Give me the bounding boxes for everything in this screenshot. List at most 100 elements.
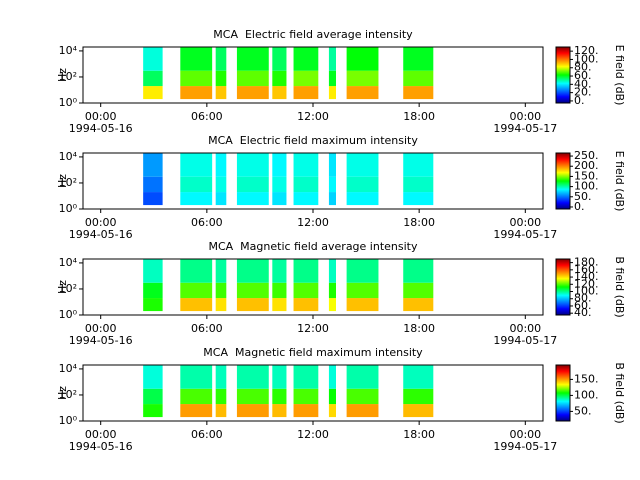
colorbar-frame bbox=[555, 46, 571, 104]
colorbar-label: E field (dB) bbox=[613, 45, 626, 106]
x-tick-label: 00:00 bbox=[85, 216, 117, 229]
spectrogram-cell bbox=[143, 176, 163, 193]
spectrogram-cell bbox=[346, 86, 379, 100]
colorbar-tick-label: 150. bbox=[574, 169, 599, 182]
y-tick-label: 10⁴ bbox=[59, 362, 78, 375]
spectrogram-cell bbox=[143, 404, 163, 418]
spectrogram-cell bbox=[403, 282, 434, 299]
x-tick-label: 18:00 bbox=[403, 322, 435, 335]
x-tick-label: 00:00 bbox=[509, 110, 541, 123]
y-tick-label: 10⁰ bbox=[59, 202, 78, 215]
x-tick-label: 06:00 bbox=[191, 428, 223, 441]
x-tick-label: 00:00 bbox=[509, 322, 541, 335]
colorbar-tick-label: 0. bbox=[574, 94, 585, 107]
colorbar-tick-label: 0. bbox=[574, 200, 585, 213]
spectrogram-cell bbox=[180, 70, 213, 87]
spectrogram-cell bbox=[236, 176, 269, 193]
y-tick-label: 10⁰ bbox=[59, 414, 78, 427]
colorbar-tick-label: 50. bbox=[574, 404, 592, 417]
spectrogram-cell bbox=[403, 388, 434, 405]
colorbar-tick-label: 50. bbox=[574, 190, 592, 203]
spectrogram-cell bbox=[143, 259, 163, 283]
spectrogram-cell bbox=[346, 70, 379, 87]
spectrogram-cell bbox=[403, 86, 434, 100]
x-tick-label: 00:00 bbox=[509, 216, 541, 229]
spectrogram-cell bbox=[143, 282, 163, 299]
spectrogram-cell bbox=[328, 404, 336, 418]
spectrogram-cell bbox=[215, 70, 227, 87]
spectrogram-cell bbox=[236, 192, 269, 206]
colorbar-tick-label: 250. bbox=[574, 149, 599, 162]
colorbar-tick-label: 100. bbox=[574, 285, 599, 298]
spectrogram-cell bbox=[272, 404, 287, 418]
spectrogram-cell bbox=[293, 70, 319, 87]
spectrogram-cell bbox=[293, 176, 319, 193]
spectrogram-cell bbox=[215, 388, 227, 405]
spectrogram-cell bbox=[328, 176, 336, 193]
spectrogram-cell bbox=[346, 388, 379, 405]
y-tick-label: 10⁰ bbox=[59, 96, 78, 109]
x-tick-label: 18:00 bbox=[403, 110, 435, 123]
x-date-label: 1994-05-16 bbox=[69, 440, 133, 453]
y-axis-label: Hz bbox=[56, 386, 69, 400]
spectrogram-cell bbox=[236, 47, 269, 71]
spectrogram-cell bbox=[346, 192, 379, 206]
spectrogram-cell bbox=[272, 192, 287, 206]
x-date-label: 1994-05-16 bbox=[69, 228, 133, 241]
x-tick-label: 00:00 bbox=[85, 322, 117, 335]
x-tick-label: 06:00 bbox=[191, 322, 223, 335]
spectrogram-cell bbox=[143, 192, 163, 206]
spectrogram-cell bbox=[143, 298, 163, 312]
spectrogram-cell bbox=[236, 404, 269, 418]
x-tick-label: 18:00 bbox=[403, 428, 435, 441]
x-date-label: 1994-05-17 bbox=[493, 440, 557, 453]
x-tick-label: 18:00 bbox=[403, 216, 435, 229]
spectrogram-cell bbox=[215, 404, 227, 418]
spectrogram-cell bbox=[293, 259, 319, 283]
spectrogram-cell bbox=[180, 259, 213, 283]
spectrogram-cell bbox=[215, 259, 227, 283]
x-tick-label: 06:00 bbox=[191, 216, 223, 229]
spectrogram-cell bbox=[328, 282, 336, 299]
y-tick-label: 10² bbox=[59, 388, 77, 401]
spectrogram-cell bbox=[236, 70, 269, 87]
y-tick-label: 10² bbox=[59, 176, 77, 189]
spectrogram-cell bbox=[328, 153, 336, 177]
spectrogram-cell bbox=[346, 404, 379, 418]
colorbar-tick-label: 60. bbox=[574, 299, 592, 312]
spectrogram-cell bbox=[293, 365, 319, 389]
spectrogram-cell bbox=[180, 282, 213, 299]
colorbar bbox=[556, 365, 570, 421]
spectrogram-cell bbox=[143, 47, 163, 71]
spectrogram-cell bbox=[272, 47, 287, 71]
x-tick-label: 00:00 bbox=[85, 110, 117, 123]
spectrogram-cell bbox=[403, 259, 434, 283]
x-date-label: 1994-05-17 bbox=[493, 228, 557, 241]
spectrogram-cell bbox=[215, 47, 227, 71]
spectrogram-cell bbox=[215, 153, 227, 177]
y-axis-label: Hz bbox=[56, 280, 69, 294]
colorbar-frame bbox=[555, 152, 571, 210]
colorbar-tick-label: 160. bbox=[574, 263, 599, 276]
spectrogram-cell bbox=[180, 404, 213, 418]
x-tick-label: 12:00 bbox=[297, 428, 329, 441]
colorbar-tick-label: 80. bbox=[574, 292, 592, 305]
spectrogram-cell bbox=[215, 282, 227, 299]
spectrogram-cell bbox=[215, 86, 227, 100]
colorbar-frame bbox=[555, 364, 571, 422]
spectrogram-cell bbox=[272, 176, 287, 193]
spectrogram-cell bbox=[272, 388, 287, 405]
spectrogram-cell bbox=[346, 282, 379, 299]
spectrogram-cell bbox=[293, 404, 319, 418]
colorbar-tick-label: 40. bbox=[574, 77, 592, 90]
spectrogram-cell bbox=[346, 153, 379, 177]
spectrogram-cell bbox=[346, 176, 379, 193]
spectrogram-cell bbox=[180, 192, 213, 206]
spectrogram-cell bbox=[346, 365, 379, 389]
spectrogram-cell bbox=[328, 70, 336, 87]
y-tick-label: 10² bbox=[59, 70, 77, 83]
colorbar-tick-label: 60. bbox=[574, 69, 592, 82]
spectrogram-cell bbox=[293, 282, 319, 299]
spectrogram-cell bbox=[215, 192, 227, 206]
spectrogram-cell bbox=[236, 365, 269, 389]
